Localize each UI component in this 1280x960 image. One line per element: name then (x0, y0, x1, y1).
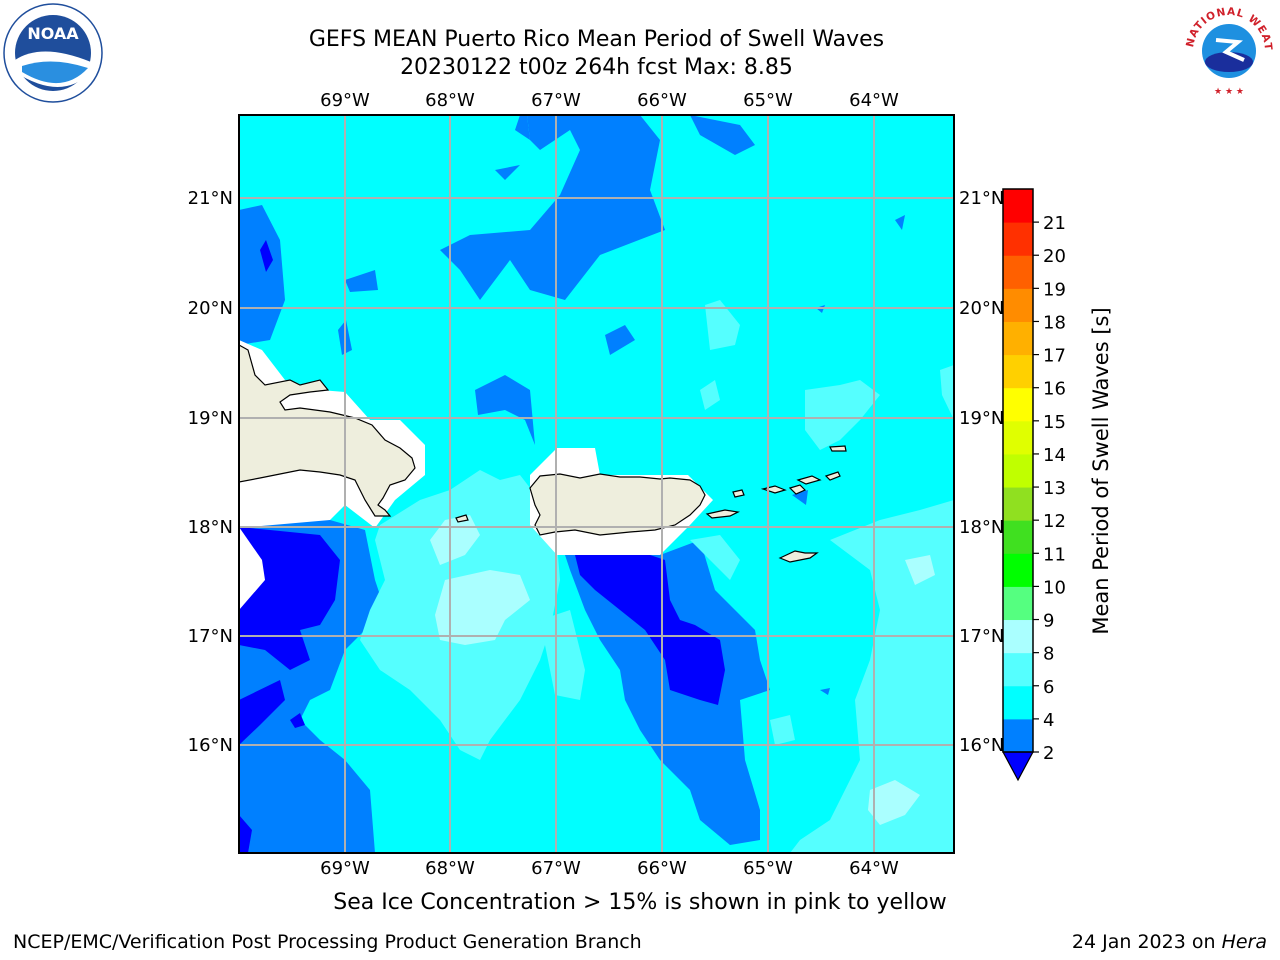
footer-branch: NCEP/EMC/Verification Post Processing Pr… (13, 931, 642, 953)
culebra-island (732, 489, 745, 498)
nws-logo: NATIONAL WEATHER SERVICE ★ ★ ★ (1180, 2, 1276, 98)
colorbar-cell (1003, 222, 1033, 256)
colorbar: 2 4 6 8 9 10 11 12 13 14 15 16 17 18 19 20 21 Mean Perio… (1001, 188, 1113, 782)
lon-label-bottom: 68°W (425, 858, 475, 879)
colorbar-cell (1003, 652, 1033, 687)
colorbar-tick-label: 2 (1043, 743, 1054, 764)
map-title: GEFS MEAN Puerto Rico Mean Period of Swe… (308, 27, 885, 52)
gridlines (239, 115, 954, 853)
colorbar-cells (1003, 189, 1033, 753)
colorbar-tick-label: 21 (1043, 213, 1066, 234)
colorbar-tick-label: 16 (1043, 379, 1066, 400)
colorbar-cell (1003, 487, 1033, 521)
mona-island (455, 514, 469, 523)
colorbar-label: Mean Period of Swell Waves [s] (1089, 307, 1113, 634)
lat-label-right: 21°N (959, 188, 1004, 209)
anegada-island (829, 445, 847, 452)
lon-label-bottom: 64°W (849, 858, 899, 879)
colorbar-tick-label: 12 (1043, 511, 1066, 532)
footer-date-text: 24 Jan 2023 on (1071, 931, 1222, 953)
vieques-island (705, 509, 740, 519)
colorbar-tick-label: 20 (1043, 246, 1066, 267)
lat-label-left: 21°N (188, 188, 233, 209)
footer-host: Hera (1221, 931, 1267, 953)
colorbar-cell (1003, 420, 1033, 455)
colorbar-tick-label: 13 (1043, 478, 1066, 499)
tortola-island (796, 475, 822, 485)
lon-label-bottom: 65°W (743, 858, 793, 879)
colorbar-cell (1003, 718, 1033, 753)
lat-label-right: 19°N (959, 408, 1004, 429)
lon-label-bottom: 66°W (637, 858, 687, 879)
noaa-logo-text: NOAA (27, 24, 79, 43)
svg-text:★ ★ ★: ★ ★ ★ (1214, 87, 1244, 97)
colorbar-tick-label: 4 (1043, 710, 1054, 731)
contour-field (239, 115, 954, 853)
colorbar-cell (1003, 288, 1033, 322)
lon-label-bottom: 67°W (531, 858, 581, 879)
colorbar-under-triangle (1001, 751, 1035, 782)
lon-label-top: 66°W (637, 90, 687, 111)
footer-date: 24 Jan 2023 on Hera (1072, 931, 1267, 953)
colorbar-tick-label: 8 (1043, 644, 1054, 665)
hispaniola-land (239, 344, 416, 517)
colorbar-cell (1003, 255, 1033, 289)
lat-label-right: 18°N (959, 517, 1004, 538)
map-frame (238, 114, 955, 854)
colorbar-cell (1003, 321, 1033, 356)
colorbar-cell (1003, 354, 1033, 389)
lon-label-top: 65°W (743, 90, 793, 111)
lon-label-bottom: 69°W (320, 858, 370, 879)
st-croix-island (778, 550, 819, 563)
period-band-below-2 (239, 240, 725, 853)
colorbar-tick-label: 9 (1043, 611, 1054, 632)
colorbar-frame (1002, 188, 1034, 753)
colorbar-cell (1003, 520, 1033, 554)
lat-label-left: 17°N (188, 626, 233, 647)
lat-label-left: 19°N (188, 408, 233, 429)
lon-label-top: 67°W (531, 90, 581, 111)
lon-label-top: 69°W (320, 90, 370, 111)
colorbar-tick-label: 10 (1043, 577, 1066, 598)
lat-label-left: 18°N (188, 517, 233, 538)
period-band-2-4 (239, 115, 905, 853)
st-john-island (788, 484, 807, 495)
colorbar-tick-label: 18 (1043, 312, 1066, 333)
colorbar-cell (1003, 387, 1033, 422)
colorbar-cell (1003, 189, 1033, 223)
colorbar-tick-label: 15 (1043, 412, 1066, 433)
virgin-gorda-island (824, 471, 841, 481)
colorbar-tick-label: 6 (1043, 677, 1054, 698)
lat-label-left: 20°N (188, 298, 233, 319)
colorbar-cell (1003, 586, 1033, 621)
lat-label-right: 17°N (959, 626, 1004, 647)
lat-label-left: 16°N (188, 735, 233, 756)
lat-label-right: 20°N (959, 298, 1004, 319)
colorbar-tick-label: 17 (1043, 346, 1066, 367)
colorbar-cell (1003, 553, 1033, 587)
colorbar-cell (1003, 453, 1033, 488)
noaa-logo: NOAA (3, 3, 103, 103)
map-subtitle: 20230122 t00z 264h fcst Max: 8.85 (400, 55, 793, 80)
lon-label-top: 68°W (425, 90, 475, 111)
colorbar-tick-labels: 2 4 6 8 9 10 11 12 13 14 15 16 17 18 19 20 21 (1033, 213, 1066, 764)
sea-ice-caption: Sea Ice Concentration > 15% is shown in … (333, 890, 947, 915)
colorbar-tick-label: 19 (1043, 279, 1066, 300)
colorbar-cell (1003, 685, 1033, 720)
colorbar-tick-label: 11 (1043, 544, 1066, 565)
lat-label-right: 16°N (959, 735, 1004, 756)
colorbar-tick-label: 14 (1043, 445, 1066, 466)
colorbar-cell (1003, 619, 1033, 654)
lon-label-top: 64°W (849, 90, 899, 111)
